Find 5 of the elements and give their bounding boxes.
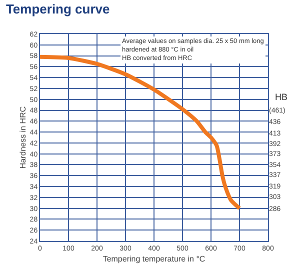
y2-axis-title: HB: [275, 92, 288, 102]
x-axis-title: Tempering temperature in °C: [102, 254, 206, 264]
y-axis-title: Hardness in HRC: [18, 106, 28, 169]
chart-title: Tempering curve: [6, 1, 110, 16]
line-series: [40, 54, 242, 210]
